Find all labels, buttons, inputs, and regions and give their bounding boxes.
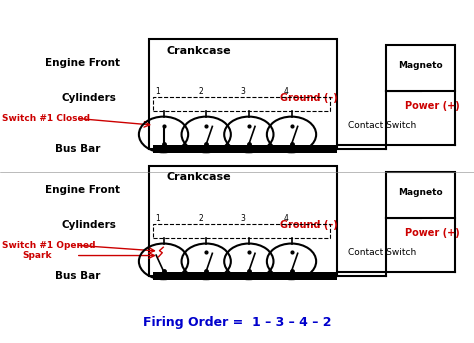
Text: Switch #1 Closed: Switch #1 Closed <box>2 114 91 123</box>
Text: 1: 1 <box>155 214 160 223</box>
Bar <box>153 145 337 153</box>
Text: Cylinders: Cylinders <box>62 93 117 103</box>
Text: Contact Switch: Contact Switch <box>348 121 417 130</box>
Text: Magneto: Magneto <box>398 61 443 70</box>
Bar <box>153 224 330 238</box>
Text: Cylinders: Cylinders <box>62 220 117 230</box>
Text: Power (+): Power (+) <box>405 101 460 111</box>
Text: Ground (–): Ground (–) <box>280 220 337 230</box>
Text: Spark: Spark <box>23 251 52 260</box>
Bar <box>149 166 337 276</box>
Text: Crankcase: Crankcase <box>167 172 231 182</box>
Text: 1: 1 <box>155 87 160 96</box>
Text: Power (+): Power (+) <box>405 228 460 238</box>
Bar <box>149 39 337 149</box>
Bar <box>153 272 337 280</box>
Text: 2: 2 <box>198 214 203 223</box>
Text: Bus Bar: Bus Bar <box>55 271 100 281</box>
Bar <box>386 45 455 91</box>
Text: 2: 2 <box>198 87 203 96</box>
Text: 3: 3 <box>241 87 246 96</box>
Bar <box>153 97 330 111</box>
Text: Engine Front: Engine Front <box>45 58 120 69</box>
Text: Magneto: Magneto <box>398 188 443 197</box>
Text: Bus Bar: Bus Bar <box>55 144 100 154</box>
Text: Crankcase: Crankcase <box>167 46 231 57</box>
Text: Switch #1 Opened: Switch #1 Opened <box>2 241 96 250</box>
Text: Firing Order =  1 – 3 – 4 – 2: Firing Order = 1 – 3 – 4 – 2 <box>143 316 331 329</box>
Text: Ground (–): Ground (–) <box>280 93 337 103</box>
Text: Engine Front: Engine Front <box>45 185 120 196</box>
Bar <box>386 172 455 218</box>
Text: 4: 4 <box>283 87 288 96</box>
Text: 4: 4 <box>283 214 288 223</box>
Text: 3: 3 <box>241 214 246 223</box>
Text: Contact Switch: Contact Switch <box>348 248 417 257</box>
